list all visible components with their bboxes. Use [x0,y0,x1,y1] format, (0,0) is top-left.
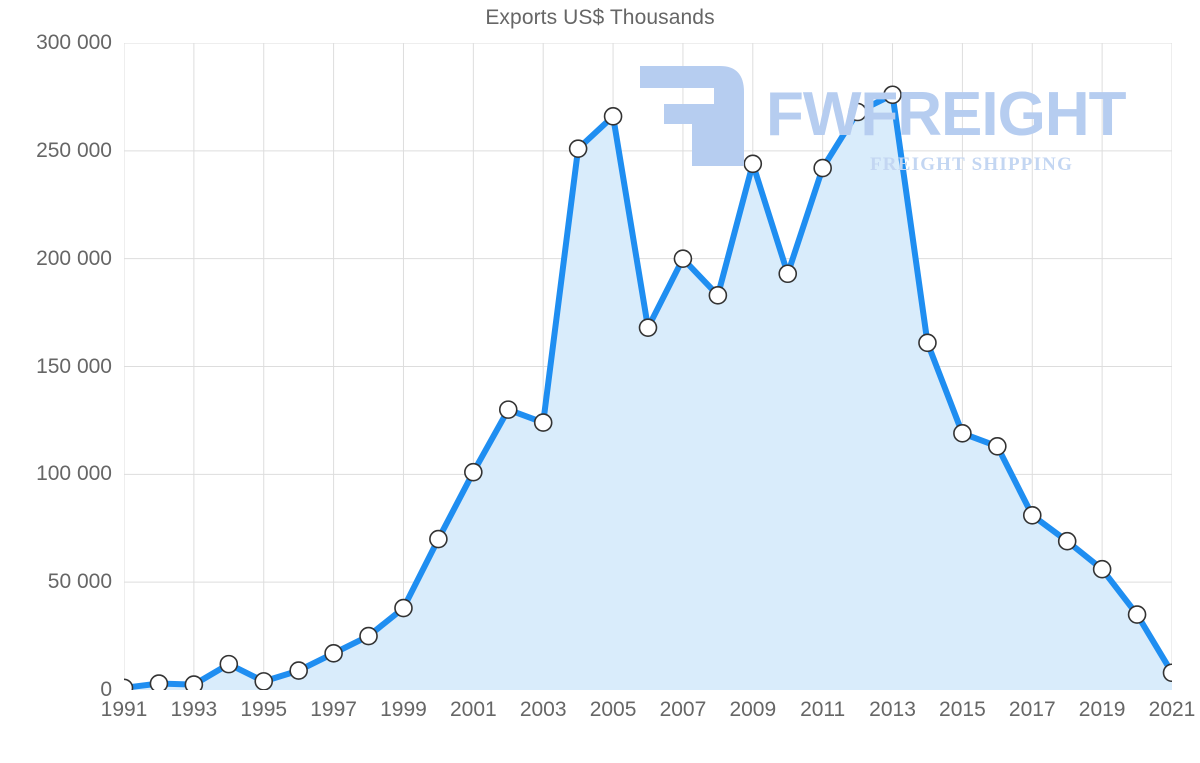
x-axis: 1991 1993 1995 1997 1999 2001 2003 2005 2007 2009… [101,698,1196,738]
x-tick-label: 2001 [449,698,497,721]
x-tick-label: 1993 [170,698,218,721]
y-tick-label: 100 000 [36,462,112,486]
x-tick-label: 2019 [1078,698,1126,721]
series-exports [124,85,1172,690]
y-tick-label: 250 000 [36,138,112,162]
y-tick-label: 150 000 [36,354,112,378]
x-tick-label: 2015 [939,698,986,721]
x-tick-label: 2013 [869,698,916,721]
y-tick-label: 300 000 [36,31,112,54]
chart-title: Exports US$ Thousands [485,6,715,29]
y-tick-label: 200 000 [36,246,112,270]
y-tick-label: 0 [100,678,112,701]
y-axis: 0 50 000 100 000 150 000 200 000 250 000 300 0… [0,31,112,701]
x-tick-label: 2021 [1148,698,1196,721]
x-tick-label: 1997 [310,698,357,721]
plot-area: FWFREIGHT FREIGHT SHIPPING [124,43,1172,690]
x-tick-label: 2011 [800,698,846,721]
x-tick-label: 2005 [589,698,637,721]
y-tick-label: 50 000 [47,570,112,594]
x-tick-label: 2017 [1008,698,1056,721]
x-tick-label: 1999 [380,698,427,721]
x-tick-label: 2009 [729,698,777,721]
x-tick-label: 1991 [100,698,148,721]
x-tick-label: 1995 [240,698,288,721]
x-tick-label: 2007 [659,698,707,721]
x-tick-label: 2003 [519,698,567,721]
